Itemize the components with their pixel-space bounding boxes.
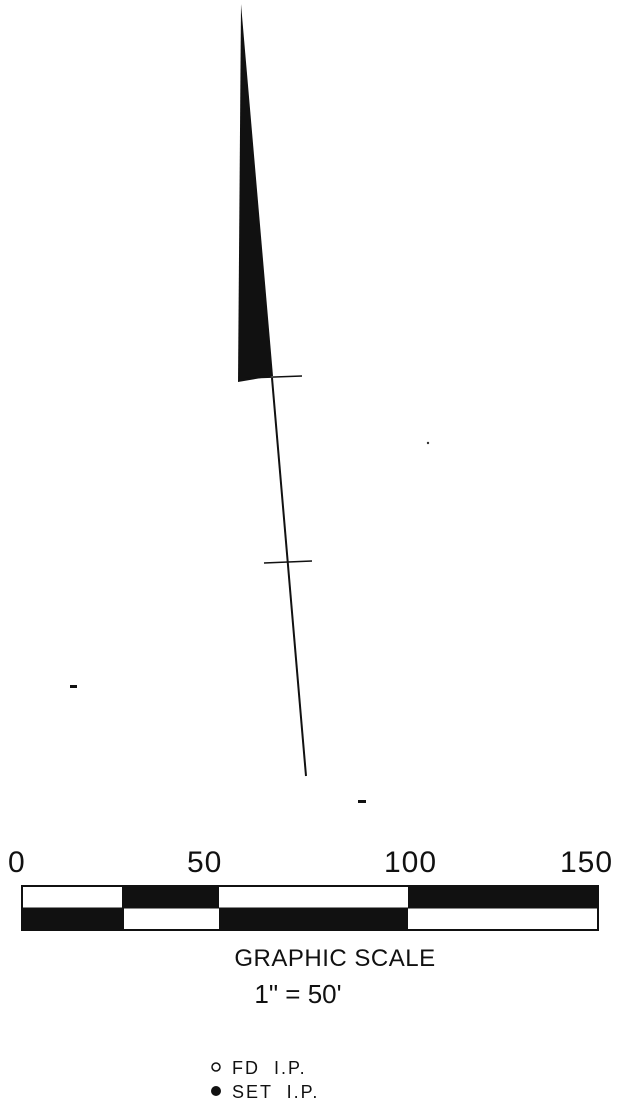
north-arrow-shaft: [271, 377, 307, 777]
scale-tick-50: 50: [187, 846, 222, 879]
scale-segment: [122, 886, 219, 908]
scale-labels: 0 50 100 150: [8, 846, 613, 879]
scale-segment: [408, 886, 598, 908]
scale-tick-100: 100: [384, 846, 437, 879]
scale-bar: [21, 885, 599, 931]
north-arrow-head: [238, 4, 273, 382]
legend: FD I.P. SET I.P.: [211, 1058, 319, 1102]
scale-tick-150: 150: [560, 846, 613, 879]
filled-circle-icon: [211, 1086, 221, 1096]
speck: [70, 685, 77, 688]
open-circle-icon: [211, 1062, 221, 1072]
north-arrow-tick: [245, 375, 303, 379]
scale-segment: [219, 908, 408, 930]
north-arrow: [238, 4, 313, 777]
speck: [426, 441, 430, 445]
legend-label-set: SET I.P.: [232, 1082, 319, 1102]
legend-label-found: FD I.P.: [232, 1058, 307, 1078]
scale-tick-0: 0: [8, 846, 26, 879]
scale-title: GRAPHIC SCALE: [234, 945, 435, 972]
scale-ratio: 1" = 50': [254, 979, 341, 1009]
speck: [358, 800, 366, 803]
north-arrow-tick: [263, 560, 313, 564]
scale-segment: [22, 908, 124, 930]
